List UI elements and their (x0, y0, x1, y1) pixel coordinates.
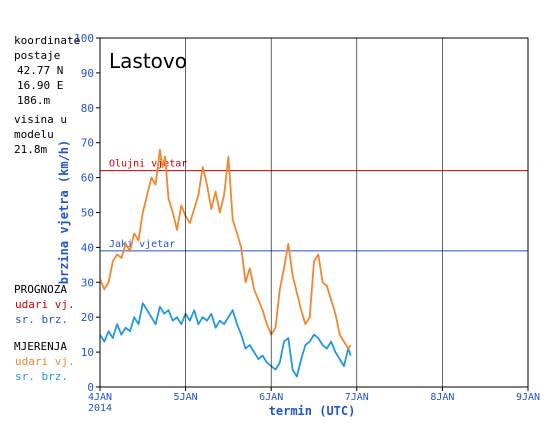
x-axis-title: termin (UTC) (269, 404, 356, 418)
model-label: visina u (14, 113, 67, 126)
x-axis: 4JAN 5JAN 6JAN 7JAN 8JAN 9JAN (88, 38, 540, 403)
y-tick-label: 0 (87, 381, 94, 394)
legend-prognoza-gust: udari vj. (15, 298, 75, 311)
threshold-label: Olujni vjetar (109, 159, 187, 170)
station-info: koordinate postaje 42.77 N 16.90 E 186.m… (14, 33, 80, 157)
y-tick-label: 80 (81, 102, 94, 115)
y-tick-label: 90 (81, 67, 94, 80)
longitude: 16.90 E (17, 79, 64, 92)
y-tick-label: 40 (81, 241, 94, 254)
y-tick-label: 60 (81, 172, 94, 185)
legend-mjerenja-mean: sr. brz. (15, 370, 68, 383)
x-tick-label: 8JAN (430, 392, 454, 403)
y-tick-label: 70 (81, 137, 94, 150)
chart-title: Lastovo (109, 49, 187, 73)
x-tick-label: 5JAN (174, 392, 198, 403)
x-tick-label: 6JAN (259, 392, 283, 403)
y-tick-label: 20 (81, 311, 94, 324)
y-tick-label: 50 (81, 207, 94, 220)
y-axis: 0 10 20 30 40 50 60 70 80 90 100 (74, 32, 100, 394)
coord-label-2: postaje (14, 49, 61, 62)
model-elevation: 21.8m (14, 143, 48, 156)
threshold-label: Jaki vjetar (109, 239, 175, 250)
legend: PROGNOZA udari vj. sr. brz. MJERENJA uda… (14, 282, 75, 384)
series-line (99, 302, 352, 378)
y-tick-label: 100 (74, 32, 94, 45)
legend-prognoza-title: PROGNOZA (14, 283, 67, 296)
y-tick-label: 30 (81, 276, 94, 289)
legend-mjerenja-gust: udari vj. (15, 355, 75, 368)
x-year-label: 2014 (88, 403, 112, 414)
coord-label: koordinate (14, 34, 81, 47)
threshold-layer: Olujni vjetar Jaki vjetar (100, 159, 528, 252)
y-tick-label: 10 (81, 346, 94, 359)
legend-prognoza-mean: sr. brz. (15, 313, 68, 326)
series-layer (99, 148, 352, 378)
x-tick-label: 4JAN (88, 392, 112, 403)
x-tick-label: 7JAN (345, 392, 369, 403)
latitude: 42.77 N (17, 64, 64, 77)
x-tick-label: 9JAN (516, 392, 540, 403)
elevation: 186.m (17, 94, 51, 107)
legend-mjerenja-title: MJERENJA (14, 340, 67, 353)
y-axis-title: brzina vjetra (km/h) (57, 140, 71, 285)
plot-frame (99, 37, 529, 388)
series-line (99, 148, 352, 350)
model-label-2: modelu (14, 128, 54, 141)
